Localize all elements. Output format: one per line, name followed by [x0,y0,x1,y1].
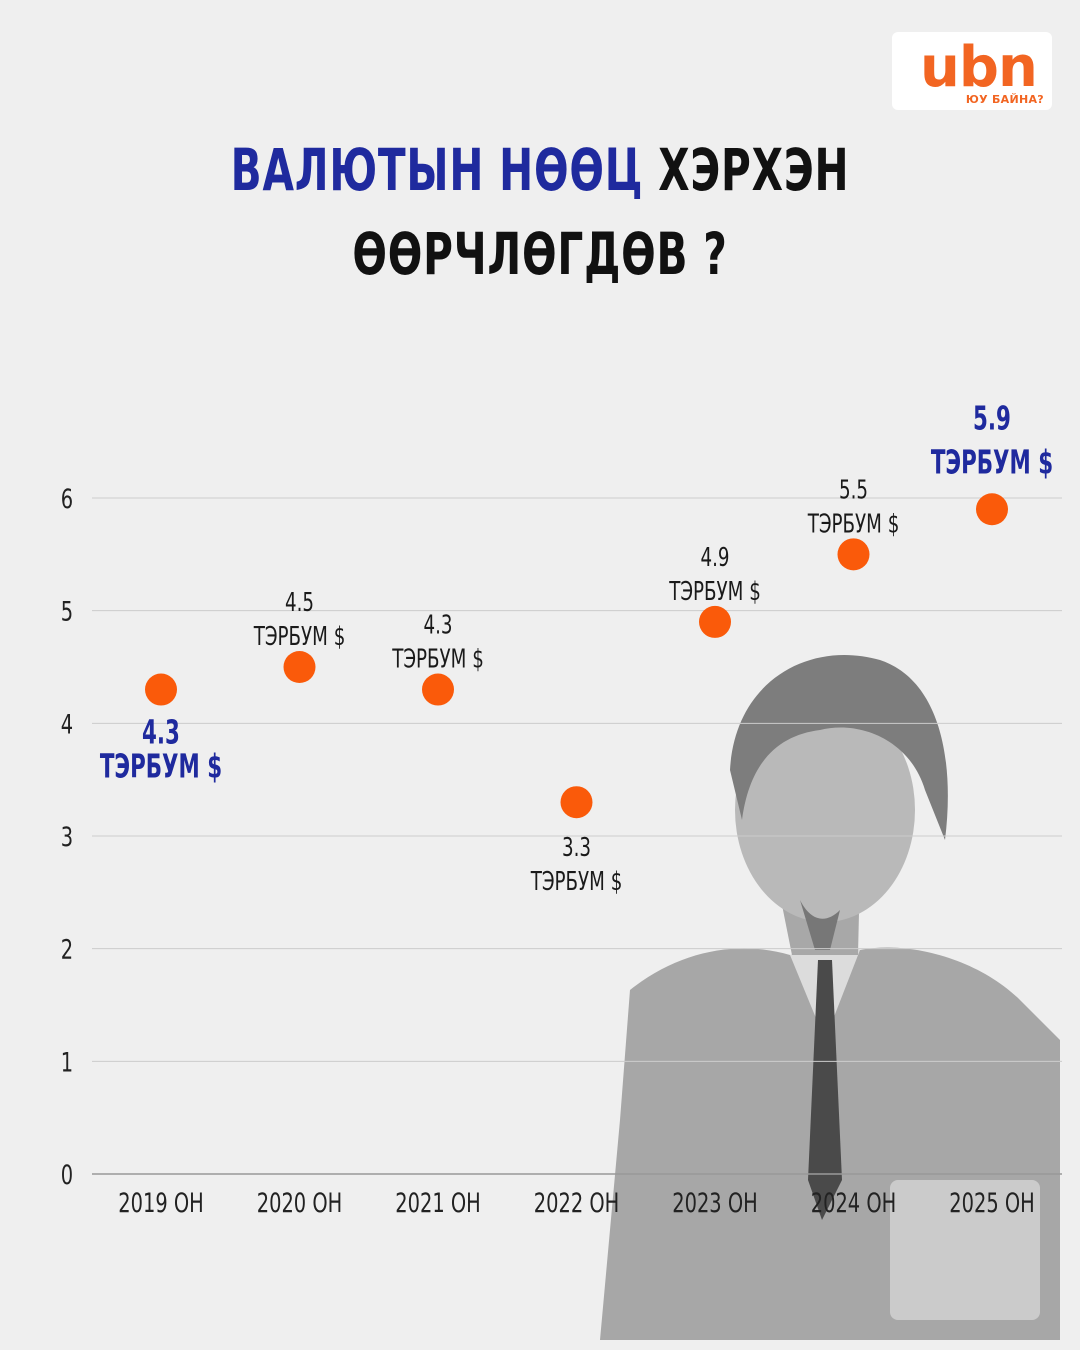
data-label-unit: ТЭРБУМ $ [931,442,1053,481]
y-tick-label: 0 [61,1159,73,1191]
y-tick-label: 1 [61,1046,73,1078]
title-line-1: ВАЛЮТЫН НӨӨЦ ХЭРХЭН [119,128,961,212]
person-photo-illustration [600,654,1060,1340]
y-axis-ticks: 0 1 2 3 4 5 6 [61,483,73,1191]
x-tick-label: 2024 ОН [811,1187,896,1219]
gridlines [92,497,1062,1175]
data-label-value: 4.3 [142,713,180,752]
title-line-2: ӨӨРЧЛӨГДӨВ ? [352,220,728,288]
data-label-unit: ТЭРБУМ $ [100,747,222,786]
brand-logo: ubn ЮУ БАЙНА? [892,32,1052,110]
data-point [560,786,593,819]
face-shape [735,698,915,922]
data-label-value: 5.9 [973,398,1011,437]
data-points [145,493,1008,819]
x-tick-label: 2022 ОН [534,1187,619,1219]
data-label-unit: ТЭРБУМ $ [391,644,483,674]
data-label-value: 3.3 [562,833,591,863]
data-label: 4.9 ТЭРБУМ $ [668,543,760,607]
x-tick-label: 2021 ОН [395,1187,480,1219]
data-label-value: 4.3 [424,610,453,640]
y-tick-label: 6 [61,483,73,515]
data-label-value: 4.5 [285,588,314,618]
data-point [283,651,316,683]
beard-shape [800,900,840,950]
data-label: 4.5 ТЭРБУМ $ [253,588,345,652]
x-tick-label: 2019 ОН [118,1187,203,1219]
logo-tagline: ЮУ БАЙНА? [965,93,1044,106]
x-tick-label: 2020 ОН [257,1187,342,1219]
logo-mark: ubn [920,35,1038,100]
data-point [837,538,870,571]
data-point [699,605,731,638]
data-label-value: 4.9 [701,543,730,573]
title-line1-rest: ХЭРХЭН [643,136,850,204]
hair-shape [730,654,948,840]
data-label: 4.3 ТЭРБУМ $ [391,610,483,674]
data-point [976,493,1008,526]
y-tick-label: 4 [61,708,73,740]
x-tick-label: 2025 ОН [949,1187,1034,1219]
data-label-unit: ТЭРБУМ $ [668,577,760,607]
x-axis-ticks: 2019 ОН 2020 ОН 2021 ОН 2022 ОН 2023 ОН 2024 … [118,1187,1034,1219]
data-label-unit: ТЭРБУМ $ [253,622,345,652]
data-label-unit: ТЭРБУМ $ [530,867,622,897]
data-label: 5.5 ТЭРБУМ $ [807,475,899,539]
tie-shape [808,960,842,1220]
y-tick-label: 3 [61,821,73,853]
y-tick-label: 2 [61,933,73,965]
title-accent: ВАЛЮТЫН НӨӨЦ [230,136,644,204]
data-label: 3.3 ТЭРБУМ $ [530,833,622,897]
data-label-unit: ТЭРБУМ $ [807,509,899,539]
folder-shape [890,1180,1040,1320]
data-point [145,673,177,706]
y-tick-label: 5 [61,595,73,627]
page-title: ВАЛЮТЫН НӨӨЦ ХЭРХЭН ӨӨРЧЛӨГДӨВ ? [119,128,961,296]
data-point [422,673,454,706]
data-label-value: 5.5 [839,475,868,505]
data-label: 5.9 ТЭРБУМ $ [931,398,1053,481]
x-tick-label: 2023 ОН [672,1187,757,1219]
